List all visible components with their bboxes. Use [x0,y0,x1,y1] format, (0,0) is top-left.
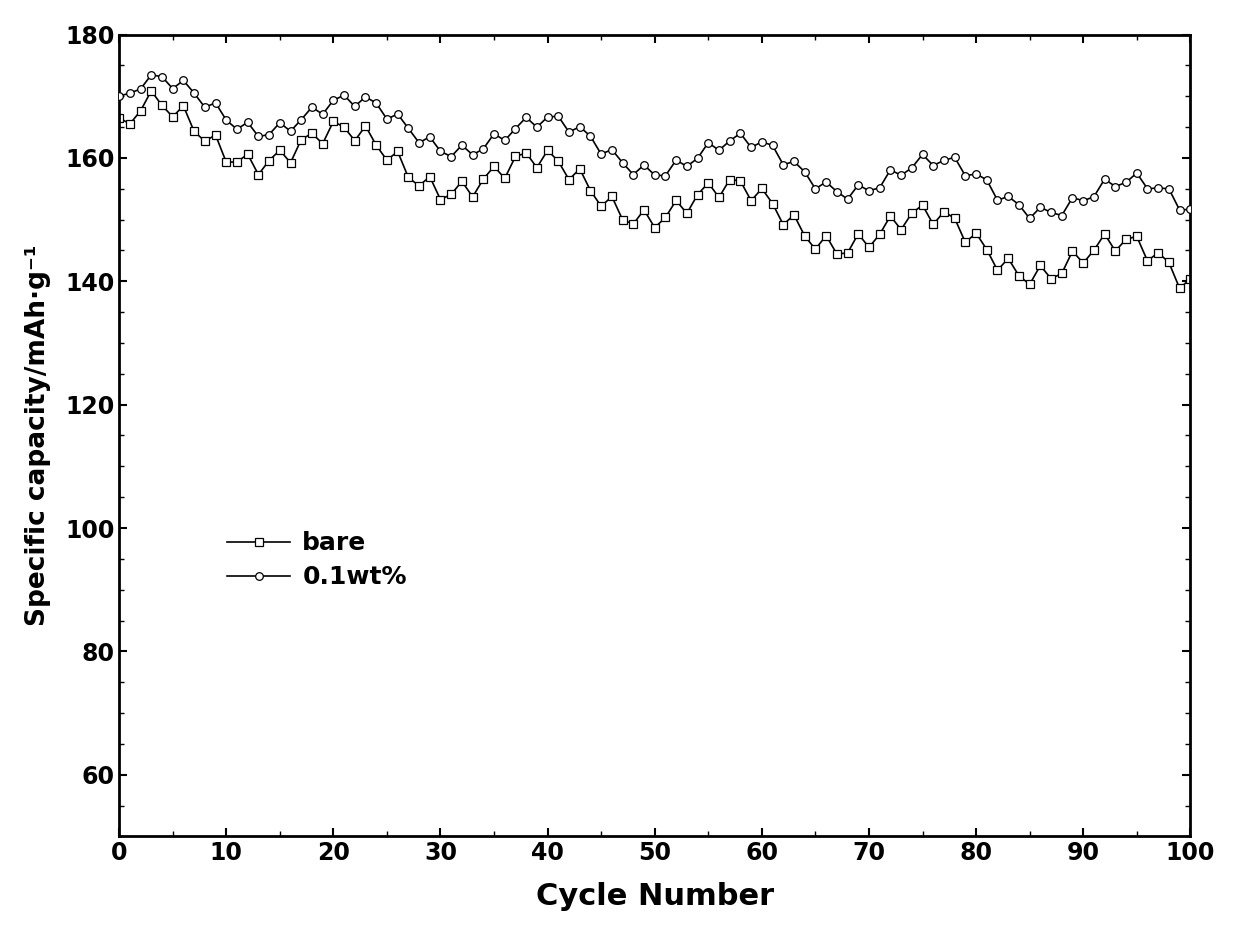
0.1wt% [615,157,630,168]
0.1wt% [765,139,780,151]
0.1wt% [926,160,941,171]
bare [615,214,630,226]
0.1wt% [197,102,212,113]
bare [391,146,405,157]
bare [872,228,887,240]
bare [765,197,780,209]
bare [1183,273,1198,285]
Legend: bare, 0.1wt%: bare, 0.1wt% [217,521,417,599]
0.1wt% [1183,204,1198,215]
bare [926,219,941,230]
Line: bare: bare [115,87,1194,292]
0.1wt% [144,69,159,80]
Line: 0.1wt%: 0.1wt% [115,71,1194,222]
bare [1172,283,1187,294]
Y-axis label: Specific capacity/mAh·g⁻¹: Specific capacity/mAh·g⁻¹ [25,244,51,626]
0.1wt% [1022,212,1037,224]
bare [197,136,212,147]
X-axis label: Cycle Number: Cycle Number [536,882,774,911]
0.1wt% [872,183,887,194]
bare [144,85,159,96]
0.1wt% [391,109,405,120]
bare [112,112,126,124]
0.1wt% [112,91,126,102]
